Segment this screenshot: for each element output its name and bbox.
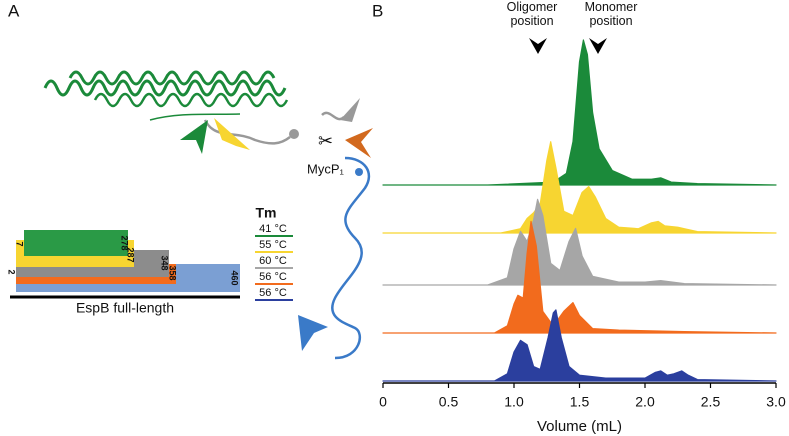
panel-label: A <box>8 1 20 20</box>
arrowhead <box>345 128 373 158</box>
linker <box>203 119 291 145</box>
trace <box>382 141 777 234</box>
annotation: Monomer position <box>585 0 638 28</box>
residue-label: 7 <box>15 241 25 246</box>
x-tick-label: 1.0 <box>504 394 524 410</box>
arrowhead <box>298 315 328 351</box>
tail-start <box>355 168 363 176</box>
disordered-tail <box>331 156 371 360</box>
x-tick-label: 0.5 <box>439 394 459 410</box>
trace <box>382 198 777 286</box>
x-tick-label: 0 <box>379 394 387 410</box>
bar-caption: EspB full-length <box>76 300 174 316</box>
trace <box>382 309 777 382</box>
construct-bars <box>10 230 240 299</box>
protease-label: MycP₁ <box>307 161 345 176</box>
residue-label: 2 <box>7 269 17 274</box>
panel-label: B <box>372 1 383 20</box>
tm-value: 56 °C <box>259 287 287 299</box>
tm-value: 41 °C <box>259 223 287 235</box>
x-tick-label: 3.0 <box>766 394 786 410</box>
trace <box>382 39 777 186</box>
tm-value: 55 °C <box>259 239 287 251</box>
trace <box>382 220 777 334</box>
residue-label: 460 <box>230 270 240 285</box>
linker-end <box>289 129 299 139</box>
residue-label: 358 <box>168 265 178 280</box>
x-tick-label: 2.0 <box>635 394 655 410</box>
arrowhead <box>180 120 208 154</box>
protein-cartoon <box>43 70 289 121</box>
linker <box>321 111 345 121</box>
arrowhead <box>589 38 607 54</box>
x-tick-label: 2.5 <box>701 394 721 410</box>
annotation: Oligomer position <box>507 0 558 28</box>
tm-value: 60 °C <box>259 255 287 267</box>
x-axis-label: Volume (mL) <box>537 418 622 435</box>
tm-title: Tm <box>256 205 277 221</box>
residue-label: 278 <box>120 235 130 250</box>
arrowhead <box>529 38 547 54</box>
x-tick-label: 1.5 <box>570 394 590 410</box>
scissors: ✂ <box>318 131 333 151</box>
residue-label: 348 <box>160 255 170 270</box>
arrowhead <box>214 118 250 150</box>
tm-value: 56 °C <box>259 271 287 283</box>
arrowhead <box>340 98 360 122</box>
residue-label: 287 <box>126 247 136 262</box>
